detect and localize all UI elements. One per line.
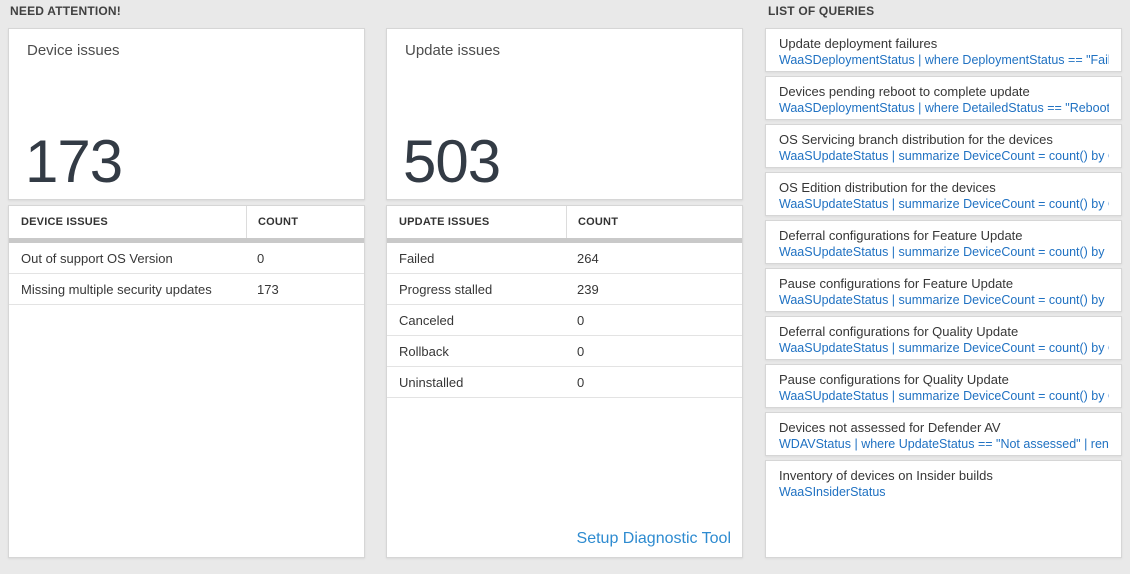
table-row[interactable]: Failed 264 [387,243,742,274]
query-text: WaaSUpdateStatus | summarize DeviceCount… [779,341,1109,355]
query-list: Update deployment failures WaaSDeploymen… [765,28,1122,558]
query-title: Devices pending reboot to complete updat… [779,84,1030,99]
update-issues-table-header: UPDATE ISSUES COUNT [387,206,742,238]
update-issues-tile[interactable]: Update issues 503 [386,28,743,200]
table-row[interactable]: Progress stalled 239 [387,274,742,305]
device-issues-tile-title: Device issues [27,42,120,59]
query-title: Pause configurations for Quality Update [779,372,1009,387]
row-label: Failed [399,250,435,266]
query-text: WaaSUpdateStatus | summarize DeviceCount… [779,245,1109,259]
device-issues-table: DEVICE ISSUES COUNT Out of support OS Ve… [8,205,365,558]
spacer [387,398,742,530]
query-title: OS Servicing branch distribution for the… [779,132,1053,147]
table-header-divider [9,238,364,243]
update-issues-count: 503 [403,128,501,195]
row-label: Out of support OS Version [21,250,173,266]
query-title: Update deployment failures [779,36,938,51]
query-text: WaaSInsiderStatus [779,485,886,499]
query-item[interactable]: Deferral configurations for Feature Upda… [765,220,1122,264]
query-text: WaaSUpdateStatus | summarize DeviceCount… [779,389,1109,403]
query-item[interactable]: Pause configurations for Quality Update … [765,364,1122,408]
update-issues-tile-title: Update issues [405,42,501,59]
table-header-divider [387,238,742,243]
query-text: WaaSUpdateStatus | summarize DeviceCount… [779,293,1109,307]
query-text: WDAVStatus | where UpdateStatus == "Not … [779,437,1109,451]
row-count: 264 [577,250,599,266]
query-text: WaaSDeploymentStatus | where DetailedSta… [779,101,1109,115]
list-of-queries-heading: LIST OF QUERIES [768,4,875,18]
query-title: Inventory of devices on Insider builds [779,468,993,483]
row-count: 0 [577,312,585,328]
query-item[interactable]: OS Edition distribution for the devices … [765,172,1122,216]
need-attention-heading: NEED ATTENTION! [10,4,121,18]
query-text: WaaSUpdateStatus | summarize DeviceCount… [779,197,1109,211]
table-row[interactable]: Rollback 0 [387,336,742,367]
update-issues-column-header: UPDATE ISSUES [399,216,490,228]
device-issues-column-header: DEVICE ISSUES [21,216,108,228]
setup-diagnostic-tool-link[interactable]: Setup Diagnostic Tool [576,530,731,547]
query-title: Deferral configurations for Feature Upda… [779,228,1023,243]
query-item[interactable]: Update deployment failures WaaSDeploymen… [765,28,1122,72]
query-title: Pause configurations for Feature Update [779,276,1014,291]
row-label: Progress stalled [399,281,493,297]
query-title: Devices not assessed for Defender AV [779,420,1001,435]
query-item[interactable]: OS Servicing branch distribution for the… [765,124,1122,168]
table-row[interactable]: Out of support OS Version 0 [9,243,364,274]
row-count: 239 [577,281,599,297]
setup-link-row: Setup Diagnostic Tool [387,530,742,557]
query-title: OS Edition distribution for the devices [779,180,996,195]
table-row[interactable]: Missing multiple security updates 173 [9,274,364,305]
device-issues-count: 173 [25,128,123,195]
device-issues-tile[interactable]: Device issues 173 [8,28,365,200]
row-label: Uninstalled [399,374,464,390]
query-item[interactable]: Devices not assessed for Defender AV WDA… [765,412,1122,456]
row-count: 0 [577,343,585,359]
query-text: WaaSDeploymentStatus | where DeploymentS… [779,53,1109,67]
update-issues-table: UPDATE ISSUES COUNT Failed 264 Progress … [386,205,743,558]
table-row[interactable]: Uninstalled 0 [387,367,742,398]
row-label: Rollback [399,343,449,359]
query-item[interactable]: Deferral configurations for Quality Upda… [765,316,1122,360]
row-count: 173 [257,281,279,297]
query-title: Deferral configurations for Quality Upda… [779,324,1019,339]
query-item[interactable]: Inventory of devices on Insider builds W… [765,460,1122,558]
row-count: 0 [577,374,585,390]
query-text: WaaSUpdateStatus | summarize DeviceCount… [779,149,1109,163]
query-item[interactable]: Pause configurations for Feature Update … [765,268,1122,312]
count-column-header: COUNT [566,206,742,238]
table-row[interactable]: Canceled 0 [387,305,742,336]
row-count: 0 [257,250,265,266]
query-item[interactable]: Devices pending reboot to complete updat… [765,76,1122,120]
row-label: Missing multiple security updates [21,281,212,297]
device-issues-table-header: DEVICE ISSUES COUNT [9,206,364,238]
count-column-header: COUNT [246,206,364,238]
row-label: Canceled [399,312,454,328]
